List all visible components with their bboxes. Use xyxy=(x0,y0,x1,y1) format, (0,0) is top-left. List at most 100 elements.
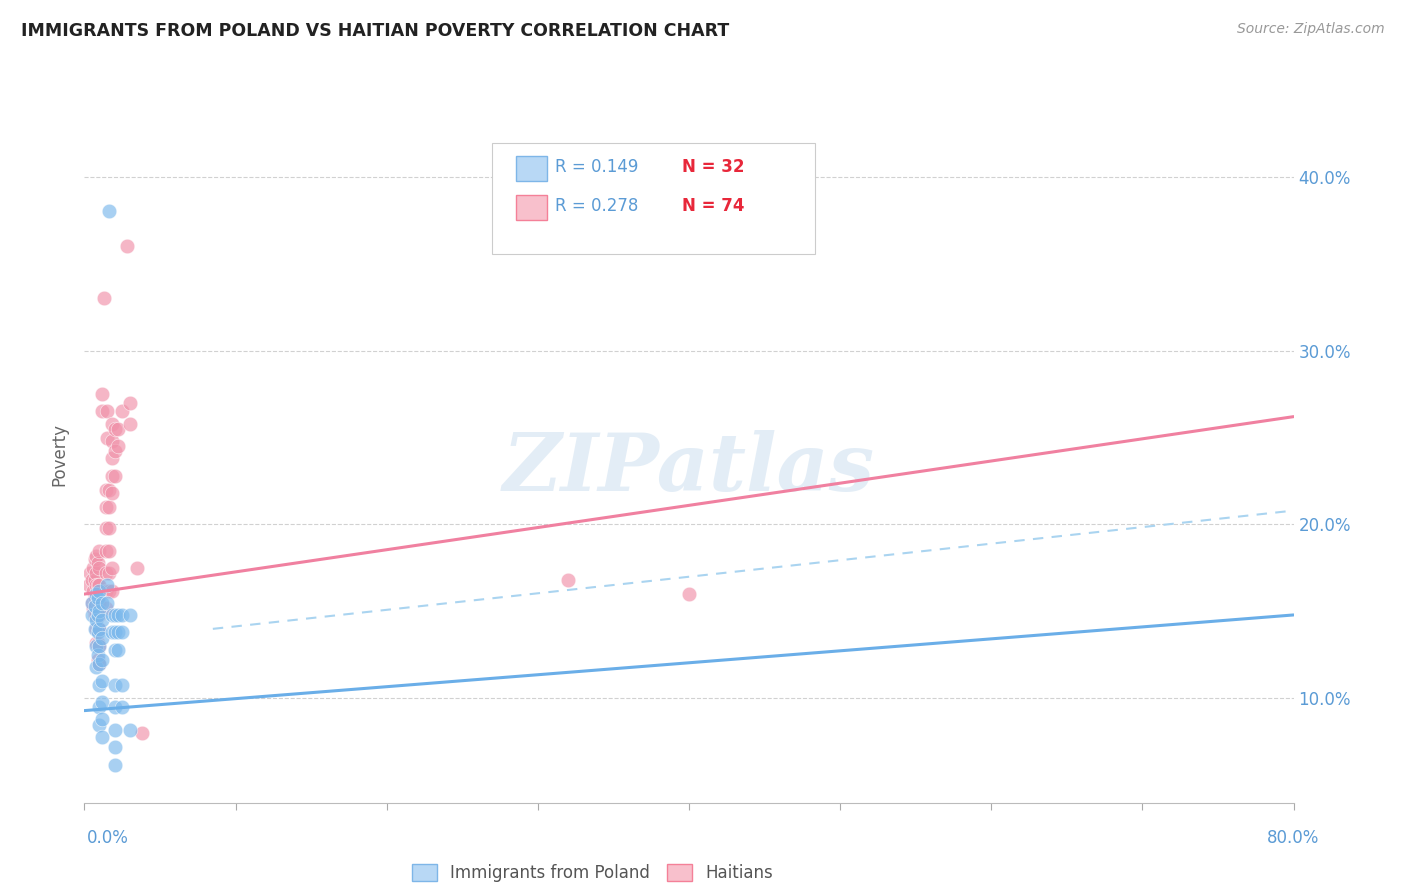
Point xyxy=(91,404,114,418)
Point xyxy=(80,607,103,622)
Point xyxy=(79,566,101,581)
Point xyxy=(91,653,114,667)
Point xyxy=(100,583,122,598)
Point xyxy=(80,596,103,610)
Point xyxy=(86,636,108,650)
Point xyxy=(96,404,118,418)
Point xyxy=(96,430,118,444)
Point xyxy=(89,607,111,622)
Point xyxy=(84,599,107,614)
Point xyxy=(91,712,114,726)
Point xyxy=(100,486,122,500)
Point xyxy=(111,607,134,622)
Point xyxy=(91,596,114,610)
Point xyxy=(80,596,103,610)
Point xyxy=(86,622,108,636)
Point xyxy=(87,636,110,650)
Point xyxy=(91,695,114,709)
Text: R = 0.149: R = 0.149 xyxy=(555,158,638,176)
Point xyxy=(100,625,122,640)
Point xyxy=(104,607,127,622)
Point xyxy=(131,726,153,740)
Point xyxy=(86,566,108,581)
Point xyxy=(107,625,129,640)
Point xyxy=(89,583,111,598)
Point xyxy=(94,500,117,514)
Point xyxy=(107,439,129,453)
Point xyxy=(97,583,120,598)
Text: 0.0%: 0.0% xyxy=(87,829,129,847)
Text: R = 0.278: R = 0.278 xyxy=(555,197,638,215)
Point xyxy=(111,404,134,418)
Point xyxy=(84,573,107,587)
Point xyxy=(104,422,127,436)
Point xyxy=(94,566,117,581)
Point xyxy=(104,444,127,458)
Point xyxy=(87,596,110,610)
Point xyxy=(87,653,110,667)
Point xyxy=(94,521,117,535)
Point xyxy=(104,723,127,737)
Point xyxy=(100,451,122,466)
Point xyxy=(104,740,127,755)
Point xyxy=(84,552,107,566)
Point xyxy=(87,607,110,622)
Point xyxy=(86,639,108,653)
Point xyxy=(89,561,111,575)
Point xyxy=(86,587,108,601)
Point xyxy=(118,417,141,431)
Point xyxy=(87,556,110,570)
Point xyxy=(86,549,108,563)
Text: N = 32: N = 32 xyxy=(682,158,744,176)
Point xyxy=(89,622,111,636)
Point xyxy=(87,622,110,636)
Point xyxy=(118,723,141,737)
Point xyxy=(104,642,127,657)
Point xyxy=(97,483,120,497)
Point xyxy=(111,700,134,714)
Point xyxy=(86,596,108,610)
Point xyxy=(94,483,117,497)
Point xyxy=(87,648,110,662)
Point xyxy=(89,543,111,558)
Point xyxy=(94,543,117,558)
Point xyxy=(87,591,110,605)
Point xyxy=(89,596,111,610)
Point xyxy=(89,700,111,714)
Point xyxy=(104,757,127,772)
Point xyxy=(100,434,122,448)
Point xyxy=(86,607,108,622)
Point xyxy=(93,291,115,305)
Point xyxy=(557,573,579,587)
Point xyxy=(97,566,120,581)
Point xyxy=(80,573,103,587)
Point xyxy=(89,605,111,619)
Point xyxy=(87,607,110,622)
Point xyxy=(100,561,122,575)
Point xyxy=(100,607,122,622)
Point xyxy=(104,677,127,691)
Point xyxy=(104,468,127,483)
Text: IMMIGRANTS FROM POLAND VS HAITIAN POVERTY CORRELATION CHART: IMMIGRANTS FROM POLAND VS HAITIAN POVERT… xyxy=(21,22,730,40)
Point xyxy=(89,639,111,653)
Point xyxy=(86,660,108,674)
Text: Source: ZipAtlas.com: Source: ZipAtlas.com xyxy=(1237,22,1385,37)
Point xyxy=(111,625,134,640)
Point xyxy=(100,417,122,431)
Point xyxy=(118,607,141,622)
Point xyxy=(97,204,120,219)
Point xyxy=(91,613,114,627)
Point xyxy=(84,591,107,605)
Point xyxy=(118,395,141,409)
Point xyxy=(84,622,107,636)
Point xyxy=(82,601,104,615)
Point xyxy=(84,607,107,622)
Point xyxy=(91,674,114,689)
Point xyxy=(94,583,117,598)
Legend: Immigrants from Poland, Haitians: Immigrants from Poland, Haitians xyxy=(405,857,779,888)
Point xyxy=(678,587,700,601)
Point xyxy=(89,657,111,671)
Point xyxy=(94,601,117,615)
Point xyxy=(82,561,104,575)
Point xyxy=(86,578,108,592)
